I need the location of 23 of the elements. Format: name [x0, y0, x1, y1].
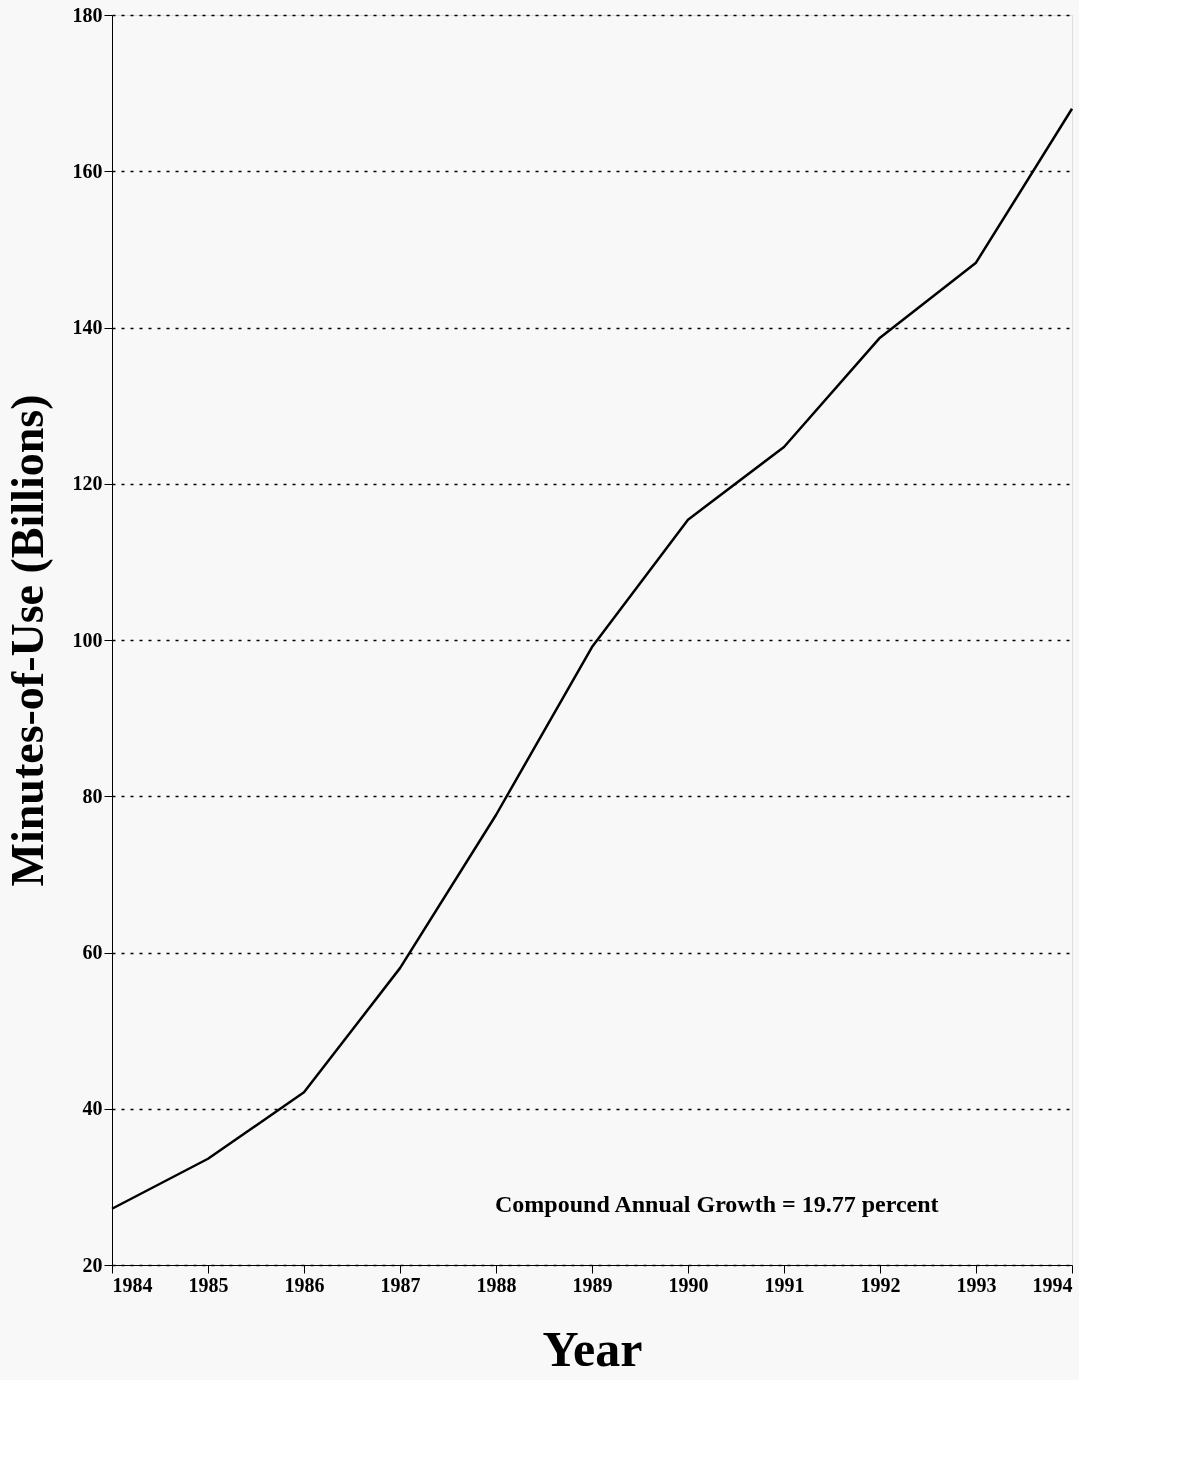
x-tick-label: 1988 [476, 1273, 517, 1296]
x-tick-label: 1989 [572, 1273, 613, 1296]
y-tick-label: 160 [72, 159, 103, 182]
x-tick-label: 1990 [668, 1273, 709, 1296]
annotation: Compound Annual Growth = 19.77 percent [495, 1191, 939, 1217]
y-tick-label: 120 [72, 472, 103, 495]
y-axis-title: Minutes-of-Use (Billions) [1, 394, 53, 887]
x-tick-label: 1987 [380, 1273, 421, 1296]
x-axis-title: Year [542, 1320, 643, 1377]
x-tick-label: 1985 [188, 1273, 229, 1296]
x-tick-label: 1993 [956, 1273, 997, 1296]
y-tick-label: 140 [72, 316, 103, 338]
x-tick-label: 1991 [764, 1273, 805, 1296]
y-tick-label: 80 [82, 784, 103, 807]
x-tick-label: 1994 [1032, 1273, 1073, 1296]
x-tick-label: 1986 [284, 1273, 325, 1296]
y-tick-label: 100 [72, 628, 103, 651]
y-tick-label: 60 [82, 941, 103, 963]
x-tick-label: 1984 [112, 1273, 153, 1296]
y-tick-label: 180 [72, 3, 103, 26]
y-tick-label: 20 [82, 1253, 103, 1276]
y-tick-label: 40 [82, 1097, 103, 1120]
x-tick-label: 1992 [860, 1273, 901, 1296]
